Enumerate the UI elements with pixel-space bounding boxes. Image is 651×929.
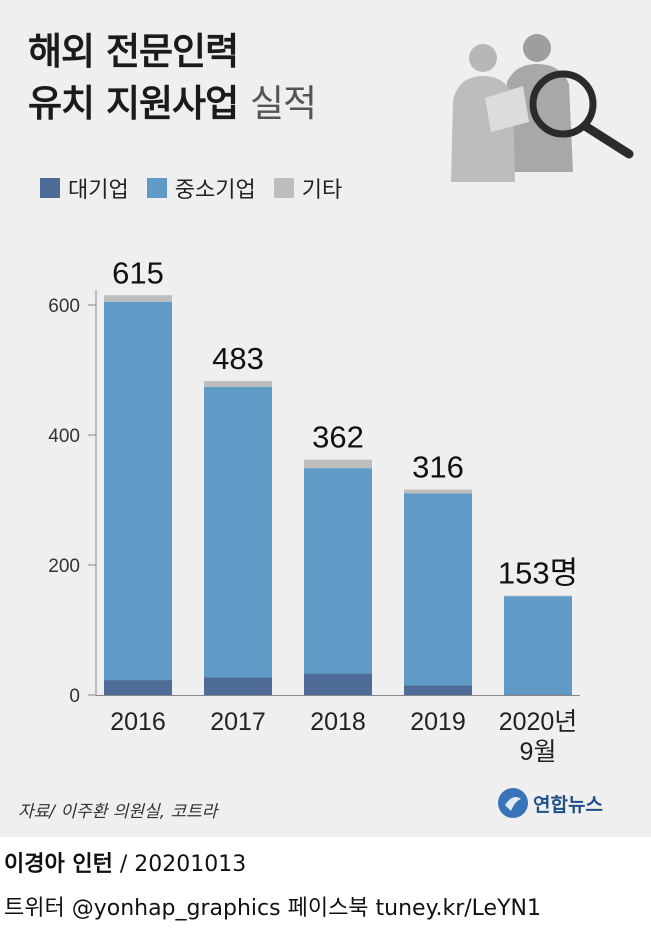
legend-item-large: 대기업 bbox=[40, 172, 129, 204]
bar-segment-sme bbox=[204, 386, 272, 678]
credit-line-2: 트위터 @yonhap_graphics 페이스북 tuney.kr/LeYN1 bbox=[4, 896, 541, 921]
x-category-label: 2019 bbox=[410, 708, 466, 736]
bar-segment-large bbox=[204, 677, 272, 695]
bar-total-label: 362 bbox=[312, 420, 364, 455]
legend-label-sme: 중소기업 bbox=[174, 178, 256, 203]
business-men-magnifier-illustration bbox=[451, 34, 634, 182]
credit-line-1: 이경아 인턴 / 20201013 bbox=[4, 846, 246, 878]
legend-label-large: 대기업 bbox=[68, 178, 129, 203]
bar-segment-other bbox=[304, 459, 372, 469]
source-note: 자료/ 이주환 의원실, 코트라 bbox=[18, 802, 218, 822]
legend: 대기업 중소기업 기타 bbox=[40, 172, 342, 204]
legend-label-other: 기타 bbox=[301, 178, 343, 203]
logo-text: 연합뉴스 bbox=[533, 793, 603, 816]
title-block: 해외 전문인력 유치 지원사업 실적 bbox=[28, 26, 317, 130]
infographic-card: 해외 전문인력 유치 지원사업 실적 대기업 중소기업 기타 0 200 400 6 bbox=[0, 0, 651, 837]
bar-segment-other bbox=[504, 595, 572, 597]
bar-total-label: 483 bbox=[212, 341, 264, 376]
title-line-2: 유치 지원사업 실적 bbox=[28, 78, 317, 130]
bar-segment-sme bbox=[104, 301, 172, 681]
x-category-label: 2017 bbox=[210, 708, 266, 736]
yonhap-logo: 연합뉴스 bbox=[497, 787, 603, 819]
credit-name: 이경아 인턴 bbox=[4, 852, 113, 877]
legend-swatch-sme bbox=[146, 178, 167, 198]
bar-segment-large bbox=[104, 680, 172, 695]
yonhap-globe-icon bbox=[498, 788, 528, 818]
credit-date: / 20201013 bbox=[112, 852, 247, 877]
bar-total-label: 153명 bbox=[498, 556, 578, 591]
legend-item-sme: 중소기업 bbox=[146, 172, 256, 204]
bar-segment-large bbox=[404, 685, 472, 695]
bar-segment-sme bbox=[304, 468, 372, 674]
bar-segment-other bbox=[404, 489, 472, 494]
bar-total-label: 316 bbox=[412, 450, 464, 485]
x-category-label: 2018 bbox=[310, 708, 366, 736]
y-tick-label: 0 bbox=[69, 686, 80, 707]
bar-segment-other bbox=[204, 381, 272, 387]
title-line-1: 해외 전문인력 bbox=[28, 30, 239, 73]
y-tick-label: 600 bbox=[48, 296, 80, 317]
x-category-label: 9월 bbox=[520, 738, 557, 766]
legend-swatch-large bbox=[40, 178, 60, 198]
title-line-2-bold: 유치 지원사업 bbox=[28, 82, 239, 125]
title-line-2-light: 실적 bbox=[250, 82, 317, 125]
bar-segment-large bbox=[504, 694, 572, 695]
x-category-label: 2016 bbox=[110, 708, 166, 736]
bar-total-label: 615 bbox=[112, 255, 164, 290]
bar-segment-large bbox=[304, 673, 372, 695]
stacked-bar-chart: 0 200 400 600 615 2016 483 2017 362 2018 316 2019 15… bbox=[48, 255, 580, 766]
legend-swatch-other bbox=[273, 178, 294, 198]
legend-item-other: 기타 bbox=[273, 172, 343, 204]
y-tick-label: 400 bbox=[48, 426, 80, 447]
y-tick-label: 200 bbox=[48, 556, 80, 577]
bar-segment-sme bbox=[504, 596, 572, 695]
bar-segment-other bbox=[104, 295, 172, 302]
bar-segment-sme bbox=[404, 493, 472, 686]
x-category-label: 2020년 bbox=[499, 708, 578, 736]
